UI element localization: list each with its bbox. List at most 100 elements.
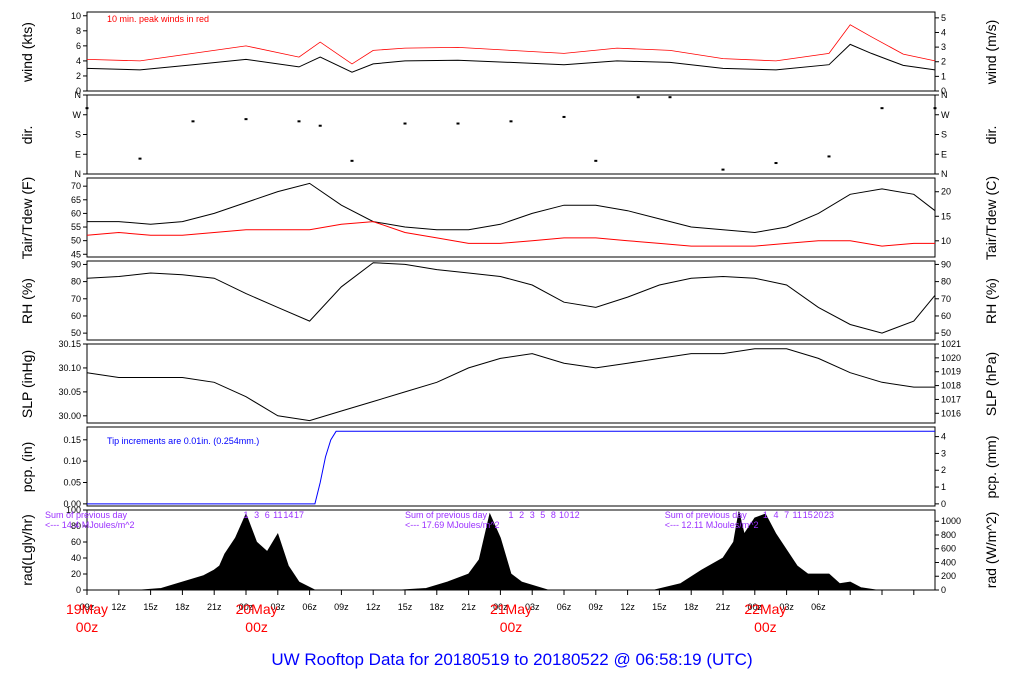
rh-series-rh	[86, 262, 936, 334]
dir-point	[191, 120, 195, 123]
dir-left-tick-label: S	[75, 130, 81, 140]
dir-right-tick-label: N	[941, 169, 948, 179]
dir-point	[774, 162, 778, 165]
rh-left-tick-label: 70	[71, 294, 81, 304]
wind-right-tick-label: 2	[941, 57, 946, 67]
day-label: 21May	[490, 601, 532, 617]
day-label: 19May	[66, 601, 108, 617]
day-label: 22May	[744, 601, 786, 617]
hour-label: 17	[294, 510, 304, 520]
temp-panel: Tair/Tdew (F) Tair/Tdew (C)	[19, 176, 999, 260]
rad-left-label: rad(Lgly/hr)	[19, 514, 35, 586]
dir-point	[297, 120, 301, 123]
pcp-left-tick-label: 0.05	[63, 478, 81, 488]
x-tick-label: 18z	[430, 602, 445, 612]
wind-series-wind	[86, 43, 936, 73]
dir-right-label: dir.	[983, 126, 999, 145]
slp-right-tick-label: 1018	[941, 381, 961, 391]
hour-label: 6	[265, 510, 270, 520]
slp-panel-frame	[86, 343, 936, 424]
wind-panel-frame	[86, 11, 936, 92]
wind-left-tick-label: 2	[76, 71, 81, 81]
pcp-annotation: Tip increments are 0.01in. (0.254mm.)	[107, 436, 259, 446]
slp-right-tick-label: 1019	[941, 367, 961, 377]
rad-left-tick-label: 20	[71, 569, 81, 579]
x-tick-label: 09z	[80, 602, 95, 612]
x-tick-label: 15z	[143, 602, 158, 612]
daily-sum-value: <--- 17.69 MJoules/m^2	[405, 520, 500, 530]
rad-right-label: rad (W/m^2)	[983, 512, 999, 589]
temp-left-tick-label: 60	[71, 208, 81, 218]
dir-point	[456, 122, 460, 125]
temp-right-tick-label: 15	[941, 211, 951, 221]
daily-sum-label: Sum of previous day	[405, 510, 488, 520]
wind-left-tick-label: 8	[76, 26, 81, 36]
x-tick-label: 00z	[239, 602, 254, 612]
slp-series-slp	[86, 348, 935, 422]
wind-left-tick-label: 10	[71, 11, 81, 21]
day-label: 20May	[236, 601, 278, 617]
daily-sum-value: <--- 14.4 MJoules/m^2	[45, 520, 135, 530]
chart-marks: 0246810012345NESWNNESWN45505560657010152…	[45, 11, 961, 635]
x-tick-label: 21z	[716, 602, 731, 612]
x-tick-label: 18z	[175, 602, 190, 612]
hour-label: 1	[763, 510, 768, 520]
hour-label: 7	[784, 510, 789, 520]
daily-sum-label: Sum of previous day	[45, 510, 128, 520]
chart-title: UW Rooftop Data for 20180519 to 20180522…	[271, 650, 752, 669]
x-tick-label: 03z	[779, 602, 794, 612]
slp-left-label: SLP (inHg)	[19, 350, 35, 418]
pcp-left-tick-label: 0.00	[63, 499, 81, 509]
hour-label: 4	[773, 510, 778, 520]
rh-right-label: RH (%)	[983, 278, 999, 324]
x-tick-label: 12z	[366, 602, 381, 612]
slp-right-tick-label: 1021	[941, 339, 961, 349]
pcp-right-tick-label: 3	[941, 448, 946, 458]
dir-right-tick-label: S	[941, 130, 947, 140]
daily-sum-value: <--- 12.11 MJoules/m^2	[665, 520, 759, 530]
x-tick-label: 06z	[302, 602, 317, 612]
wind-right-label: wind (m/s)	[983, 20, 999, 86]
hour-label: 1	[243, 510, 248, 520]
x-tick-label: 09z	[334, 602, 349, 612]
rh-right-tick-label: 70	[941, 294, 951, 304]
slp-panel: SLP (inHg) SLP (hPa)	[19, 343, 999, 424]
wind-left-tick-label: 0	[76, 86, 81, 96]
x-tick-label: 12z	[112, 602, 127, 612]
rh-left-label: RH (%)	[19, 278, 35, 324]
rad-right-tick-label: 0	[941, 585, 946, 595]
dir-point	[562, 115, 566, 118]
wind-left-tick-label: 6	[76, 41, 81, 51]
rh-left-tick-label: 80	[71, 277, 81, 287]
slp-left-tick-label: 30.10	[58, 363, 81, 373]
pcp-right-tick-label: 1	[941, 482, 946, 492]
dir-point	[138, 157, 142, 160]
dir-left-label: dir.	[19, 126, 35, 145]
x-tick-label: 00z	[493, 602, 508, 612]
wind-right-tick-label: 0	[941, 86, 946, 96]
hour-label: 11	[273, 510, 282, 520]
dir-left-tick-label: N	[75, 169, 82, 179]
x-tick-label: 03z	[271, 602, 286, 612]
dir-point	[636, 96, 640, 99]
day-zone-label: 00z	[245, 619, 268, 635]
rh-left-tick-label: 90	[71, 259, 81, 269]
temp-panel-frame	[86, 177, 936, 258]
x-tick-label: 06z	[557, 602, 572, 612]
rh-right-tick-label: 50	[941, 328, 951, 338]
dir-right-tick-label: E	[941, 149, 947, 159]
slp-left-tick-label: 30.00	[58, 411, 81, 421]
temp-right-label: Tair/Tdew (C)	[983, 176, 999, 260]
dir-point	[244, 118, 248, 121]
slp-right-tick-label: 1020	[941, 353, 961, 363]
rad-right-tick-label: 1000	[941, 516, 961, 526]
rad-left-tick-label: 40	[71, 553, 81, 563]
pcp-series-pcp	[87, 430, 935, 505]
dir-point	[350, 159, 354, 162]
rad-right-tick-label: 600	[941, 544, 956, 554]
rh-panel: RH (%) RH (%)	[19, 260, 999, 341]
dir-point	[403, 122, 407, 125]
temp-left-tick-label: 45	[71, 249, 81, 259]
temp-left-tick-label: 70	[71, 181, 81, 191]
rh-right-tick-label: 90	[941, 259, 951, 269]
